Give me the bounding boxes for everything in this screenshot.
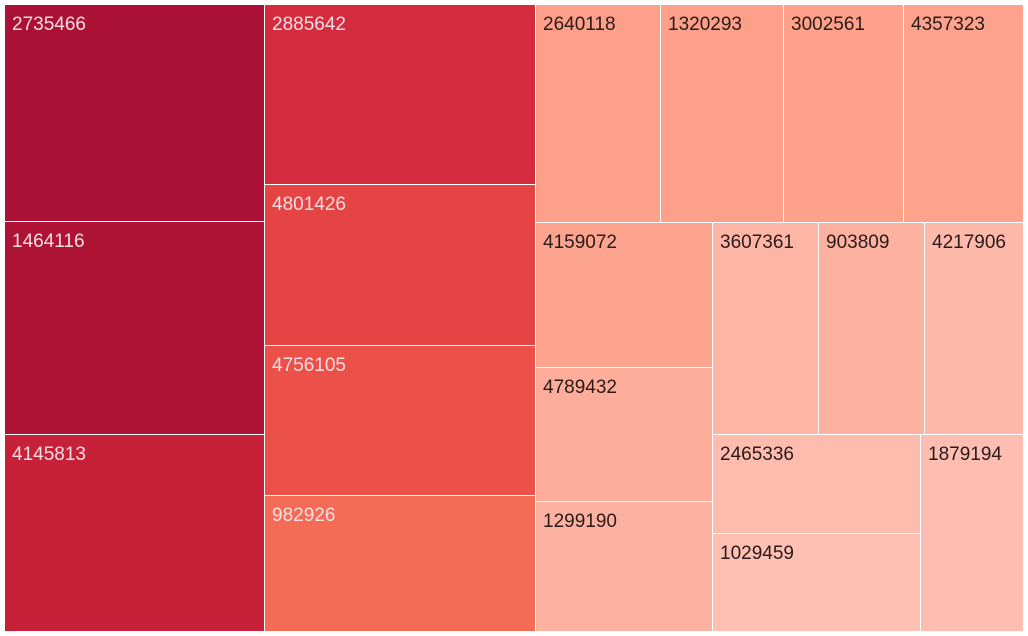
treemap-tile-label: 4217906 xyxy=(932,232,1006,253)
treemap-tile-label: 2465336 xyxy=(720,444,794,465)
treemap-tile: 4801426 xyxy=(264,184,536,346)
treemap-tile-label: 1029459 xyxy=(720,543,794,564)
treemap-tile-label: 2735466 xyxy=(12,14,86,35)
treemap-tile: 2465336 xyxy=(712,434,921,534)
treemap-tile: 982926 xyxy=(264,495,536,632)
treemap-tile-label: 4159072 xyxy=(543,232,617,253)
treemap-tile-label: 1879194 xyxy=(928,444,1002,465)
treemap-tile: 2885642 xyxy=(264,4,536,185)
treemap-tile: 4756105 xyxy=(264,345,536,496)
treemap-tile: 3002561 xyxy=(783,4,904,223)
treemap-tile: 903809 xyxy=(818,222,925,435)
treemap-tile-label: 1464116 xyxy=(12,231,85,252)
treemap-tile: 1320293 xyxy=(660,4,784,223)
treemap-tile-label: 1320293 xyxy=(668,14,742,35)
treemap-tile-label: 4789432 xyxy=(543,377,617,398)
treemap-tile: 2735466 xyxy=(4,4,265,222)
treemap-tile-label: 4357323 xyxy=(911,14,985,35)
treemap-tile: 4145813 xyxy=(4,434,265,632)
treemap-tile-label: 982926 xyxy=(272,505,336,526)
treemap-tile-label: 903809 xyxy=(826,232,890,253)
treemap-tile: 1879194 xyxy=(920,434,1024,632)
treemap-tile: 2640118 xyxy=(535,4,661,223)
treemap-tile: 3607361 xyxy=(712,222,819,435)
treemap-tile-label: 4801426 xyxy=(272,194,346,215)
treemap-tile-label: 1299190 xyxy=(543,511,617,532)
treemap-tile-label: 3607361 xyxy=(720,232,794,253)
treemap-tile: 1464116 xyxy=(4,221,265,435)
treemap-tile-label: 2640118 xyxy=(543,14,616,35)
treemap-tile: 4789432 xyxy=(535,367,713,502)
treemap-tile: 1029459 xyxy=(712,533,921,632)
treemap-tile: 1299190 xyxy=(535,501,713,632)
treemap-tile-label: 4145813 xyxy=(12,444,86,465)
treemap-tile-label: 3002561 xyxy=(791,14,865,35)
treemap-tile: 4159072 xyxy=(535,222,713,368)
treemap-tile-label: 2885642 xyxy=(272,14,346,35)
treemap-tile-label: 4756105 xyxy=(272,355,346,376)
treemap-tile: 4357323 xyxy=(903,4,1024,223)
treemap-tile: 4217906 xyxy=(924,222,1024,435)
